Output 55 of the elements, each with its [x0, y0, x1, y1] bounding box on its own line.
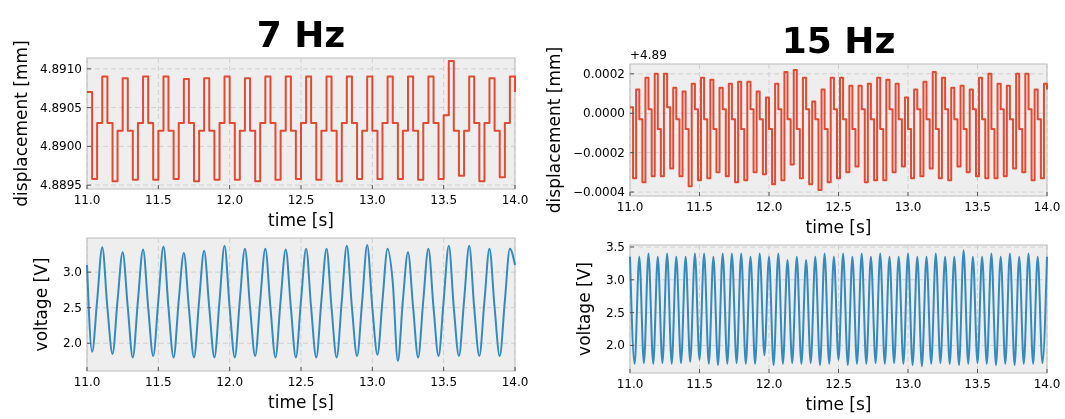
y-tick-label: 2.0: [62, 336, 82, 351]
y-tick-label: 4.8910: [40, 61, 82, 76]
x-tick-label: 11.0: [616, 200, 644, 214]
chart-title: 15 Hz: [781, 20, 896, 61]
y-tick-label: 2.0: [605, 338, 625, 353]
y-tick-label: −0.0004: [572, 185, 625, 200]
y-tick-label: 3.5: [605, 239, 625, 254]
x-tick-label: 12.0: [216, 375, 244, 389]
text: +4.89: [630, 48, 667, 62]
x-axis-title: time [s]: [805, 217, 872, 237]
x-tick-label: 14.0: [501, 193, 529, 207]
x-tick-label: 14.0: [1033, 200, 1061, 214]
x-tick-label: 13.0: [894, 377, 922, 391]
y-tick-label: 2.5: [62, 300, 82, 315]
x-tick-label: 11.5: [686, 200, 713, 214]
x-tick-label: 13.5: [430, 375, 458, 389]
line-series: [86, 244, 516, 363]
y-tick-label: 4.8895: [40, 178, 82, 193]
y-tick-label: 3.0: [605, 272, 625, 287]
x-axis-title: time [s]: [268, 392, 334, 412]
y-tick-label: −0.0002: [572, 145, 625, 160]
x-tick-label: 13.0: [894, 200, 922, 214]
x-tick-label: 12.0: [216, 193, 244, 207]
x-tick-label: 11.0: [73, 193, 101, 207]
x-tick-label: 14.0: [501, 375, 529, 389]
x-tick-label: 13.0: [358, 375, 386, 389]
y-axis-title: displacement [mm]: [544, 46, 564, 214]
x-tick-label: 11.5: [144, 193, 172, 207]
x-tick-label: 12.5: [825, 377, 852, 391]
chart-title: 7 Hz: [256, 14, 346, 55]
x-tick-label: 12.5: [287, 193, 315, 207]
y-tick-label: 2.5: [605, 305, 625, 320]
x-tick-label: 13.0: [358, 193, 386, 207]
x-tick-label: 11.5: [144, 375, 172, 389]
x-axis-title: time [s]: [268, 210, 334, 230]
y-tick-label: 3.0: [62, 265, 82, 280]
x-tick-label: 14.0: [1033, 377, 1061, 391]
y-tick-label: 0.0002: [583, 66, 625, 81]
x-tick-label: 11.0: [73, 375, 101, 389]
x-tick-label: 11.0: [616, 377, 644, 391]
x-tick-label: 12.5: [287, 375, 315, 389]
y-tick-label: 0.0000: [583, 106, 625, 121]
y-axis-title: displacement [mm]: [11, 40, 31, 207]
x-tick-label: 13.5: [430, 193, 458, 207]
x-axis-title: time [s]: [805, 394, 872, 414]
y-axis-title: voltage [V]: [574, 262, 594, 356]
x-tick-label: 12.5: [825, 200, 852, 214]
x-tick-label: 13.5: [964, 377, 991, 391]
x-tick-label: 13.5: [964, 200, 991, 214]
y-axis-title: voltage [V]: [31, 257, 51, 352]
y-tick-label: 4.8900: [40, 139, 82, 154]
x-tick-label: 12.0: [755, 200, 783, 214]
x-tick-label: 12.0: [755, 377, 783, 391]
y-tick-label: 4.8905: [40, 100, 82, 115]
x-tick-label: 11.5: [686, 377, 713, 391]
